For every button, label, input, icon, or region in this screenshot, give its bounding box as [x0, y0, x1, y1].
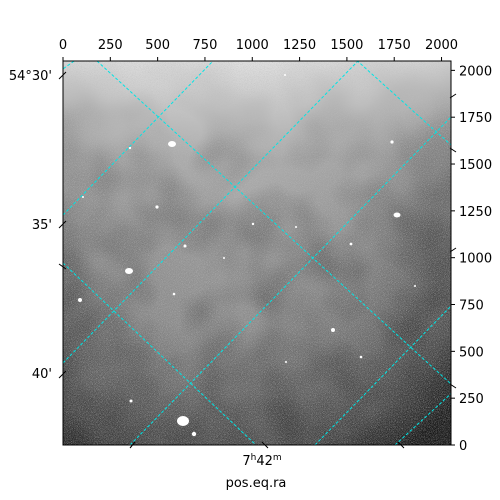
top-tick-label: 250 — [98, 38, 123, 53]
stars — [78, 74, 416, 437]
dec-tick-label: 35' — [32, 218, 52, 233]
top-tick-label: 1500 — [330, 38, 363, 53]
star — [177, 416, 189, 426]
star — [172, 292, 176, 296]
star — [82, 196, 84, 198]
ra-minutes: 42 — [256, 454, 273, 469]
ra-hours-symbol: h — [251, 453, 257, 463]
world-tick-marks — [58, 71, 457, 449]
grid-line-ra — [63, 61, 359, 364]
star — [168, 141, 176, 147]
star — [390, 140, 394, 144]
grid-line-ra — [314, 305, 451, 445]
top-tick-label: 750 — [193, 38, 218, 53]
coordinate-grid — [63, 61, 451, 445]
right-tick-label: 1500 — [459, 158, 492, 173]
top-tick-label: 1250 — [283, 38, 316, 53]
tick-marks — [62, 57, 455, 446]
top-tick-label: 2000 — [425, 38, 458, 53]
plot-frame — [62, 60, 452, 446]
dec-tick-label: 54°30' — [9, 69, 52, 84]
right-axis-labels: 0 250 500 750 1000 1250 1500 1750 2000 — [459, 64, 492, 454]
star — [285, 361, 287, 363]
grid-line-dec — [356, 61, 451, 146]
star — [129, 399, 133, 403]
grid-line-ra — [129, 116, 451, 445]
star — [78, 298, 82, 302]
top-tick-label: 0 — [59, 38, 67, 53]
star — [414, 285, 416, 287]
star — [128, 146, 132, 150]
top-tick-label: 1000 — [236, 38, 269, 53]
star — [284, 74, 286, 76]
ra-hours: 7 — [242, 454, 250, 469]
right-tick-label: 2000 — [459, 64, 492, 79]
star — [393, 212, 401, 218]
top-tick-label: 500 — [145, 38, 170, 53]
ra-tick-label: 7h42m — [242, 453, 281, 469]
grid-line-dec — [63, 262, 257, 445]
right-tick-label: 1250 — [459, 205, 492, 220]
star — [223, 257, 225, 259]
star — [125, 268, 133, 274]
star — [155, 205, 159, 209]
grid-line-ra — [63, 61, 214, 216]
x-axis-label: pos.eq.ra — [226, 476, 287, 491]
star — [331, 328, 335, 332]
top-axis-labels: 0 250 500 750 1000 1250 1500 1750 2000 — [59, 38, 458, 53]
star — [183, 244, 187, 248]
star — [191, 431, 197, 437]
right-tick-label: 0 — [459, 439, 467, 454]
right-tick-label: 500 — [459, 345, 484, 360]
star — [251, 222, 255, 226]
right-tick-label: 250 — [459, 392, 484, 407]
dec-tick-label: 40' — [32, 367, 52, 382]
right-tick-label: 750 — [459, 299, 484, 314]
sky-image — [63, 61, 451, 445]
star — [349, 242, 353, 246]
right-tick-label: 1750 — [459, 111, 492, 126]
top-tick-label: 1750 — [378, 38, 411, 53]
star — [359, 355, 363, 359]
star — [295, 226, 297, 228]
ra-minutes-symbol: m — [273, 453, 282, 463]
grid-line-ra — [394, 392, 451, 445]
right-tick-label: 1000 — [459, 252, 492, 267]
